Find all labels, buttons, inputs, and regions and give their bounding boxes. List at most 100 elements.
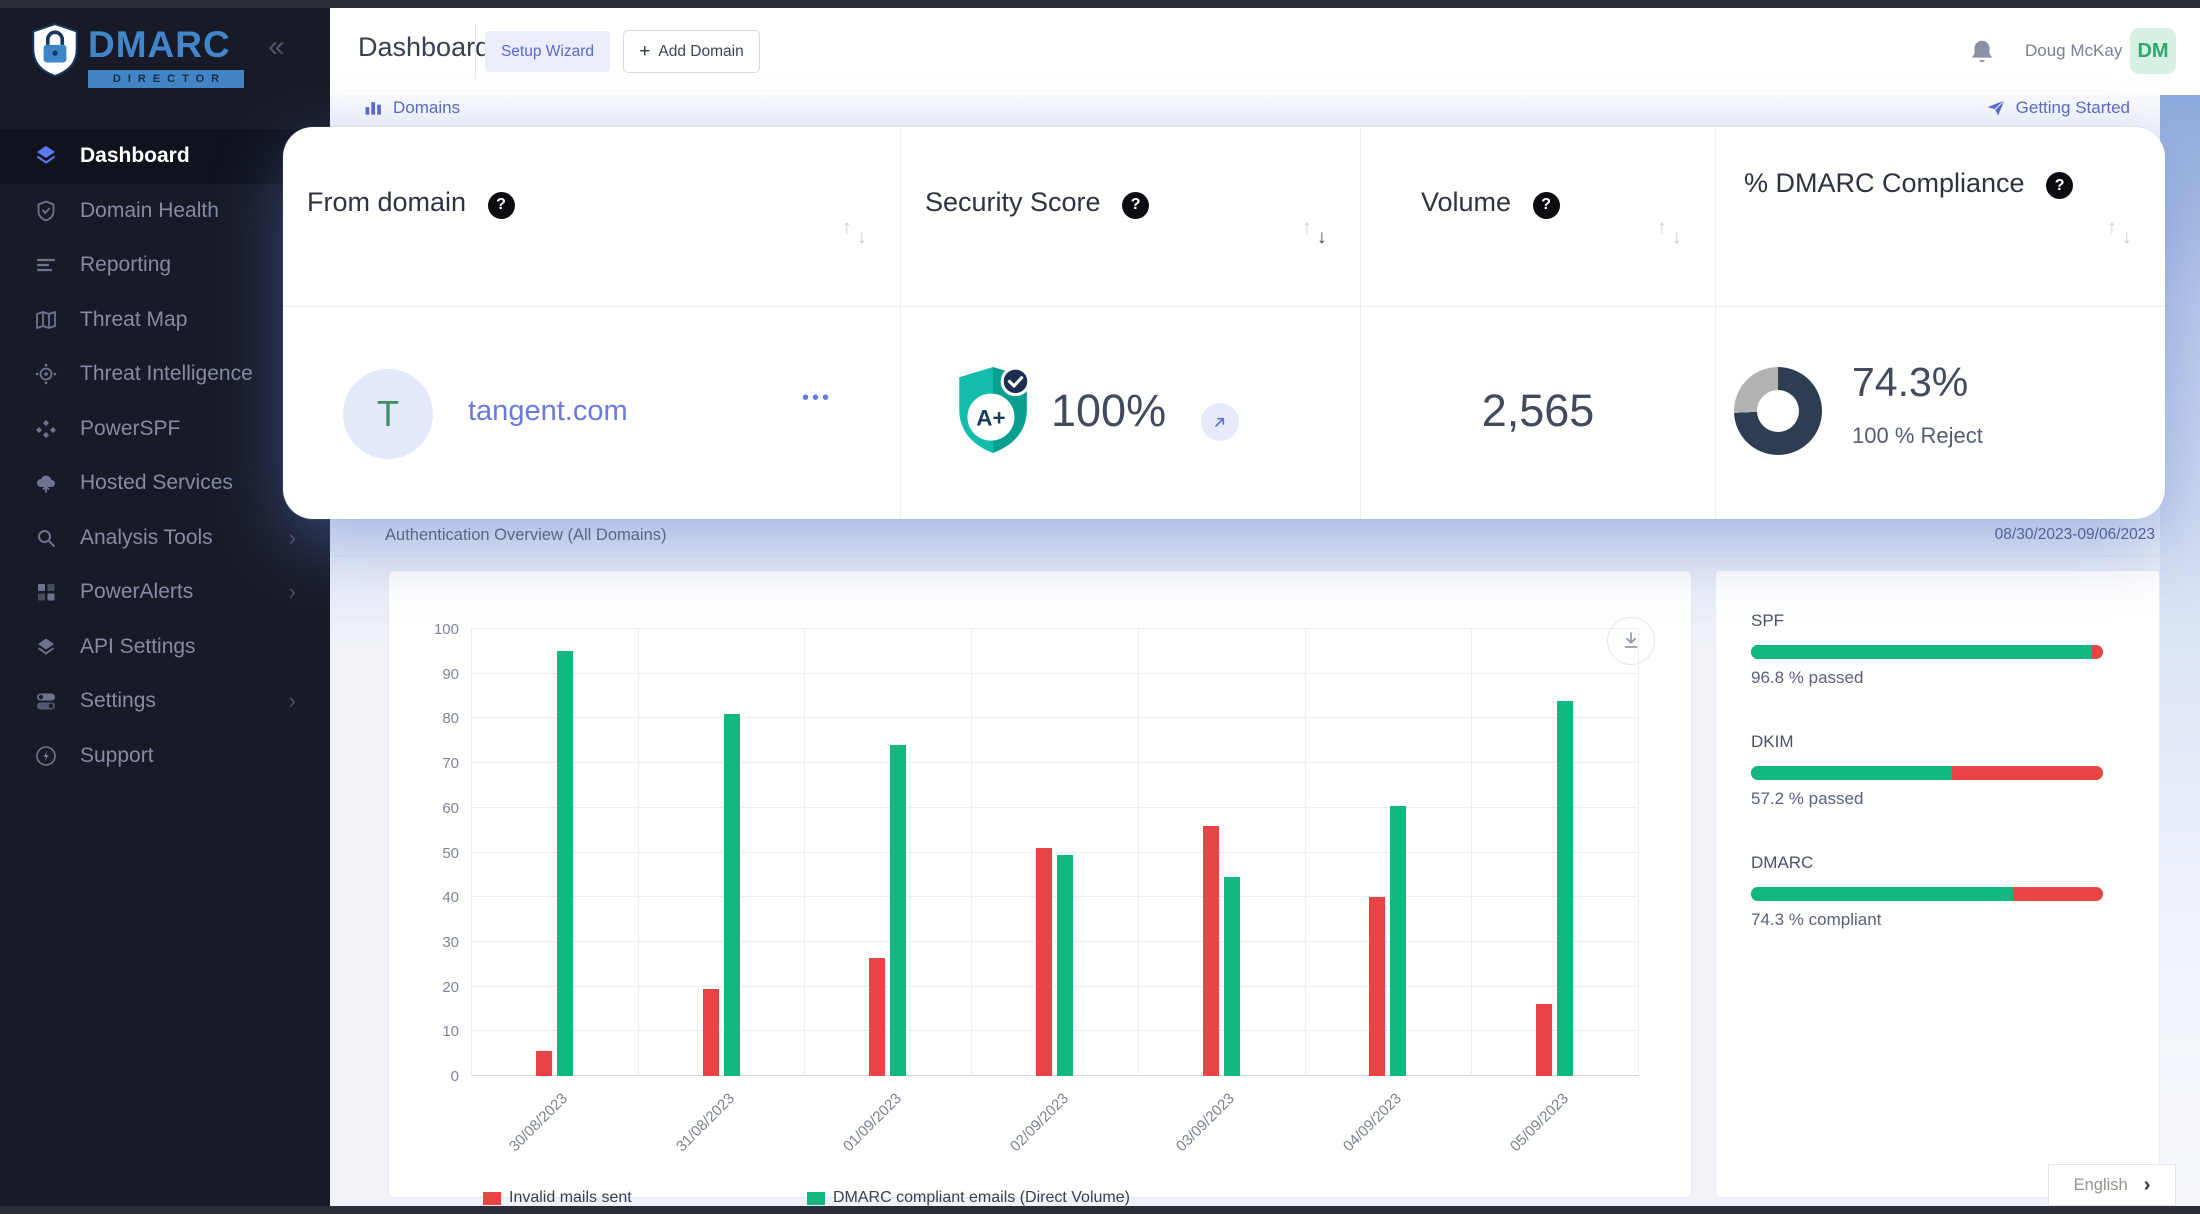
domains-label: Domains	[393, 98, 461, 117]
sort-icon-dmarc-compliance[interactable]: ↑ ↓	[2107, 217, 2132, 248]
security-score-value: 100%	[1051, 385, 1167, 436]
legend-label-compliant: DMARC compliant emails (Direct Volume)	[833, 1189, 1130, 1206]
help-icon[interactable]: ?	[1532, 191, 1560, 219]
overlay-glow-strip	[2160, 95, 2200, 1206]
table-row-volume-cell: 2,565	[1360, 307, 1715, 519]
column-header-security-score[interactable]: Security Score ? ↑ ↓	[900, 127, 1360, 307]
chevron-right-icon: ›	[288, 524, 296, 550]
from-domain-header-label: From domain	[307, 187, 467, 217]
sidebar-item-support[interactable]: Support	[0, 729, 330, 784]
auth-overview-date-range[interactable]: 08/30/2023-09/06/2023	[1994, 526, 2155, 543]
dkim-label: DKIM	[1751, 732, 1794, 751]
grid-icon	[34, 580, 58, 604]
y-axis-tick: 50	[442, 844, 459, 862]
auth-summary-panel: SPF 96.8 % passed DKIM 57.2 % passed DMA…	[1715, 570, 2160, 1198]
section-links-row: Domains Getting Started	[330, 98, 2160, 128]
sort-icon-security-score[interactable]: ↑ ↓	[1302, 217, 1327, 248]
x-axis-label: 03/09/2023	[1173, 1090, 1239, 1156]
x-axis-label: 05/09/2023	[1506, 1090, 1572, 1156]
getting-started-link[interactable]: Getting Started	[1986, 98, 2130, 118]
security-grade: A+	[976, 405, 1005, 430]
volume-value: 2,565	[1481, 385, 1595, 436]
spf-passed-text: 96.8 % passed	[1751, 668, 1864, 687]
chart-download-button[interactable]	[1607, 617, 1655, 665]
help-icon[interactable]: ?	[1122, 191, 1150, 219]
domain-avatar: T	[343, 369, 433, 459]
notifications-bell-icon[interactable]	[1967, 36, 1997, 68]
summary-item-dkim: DKIM 57.2 % passed	[1751, 732, 2103, 809]
paper-plane-icon	[1986, 98, 2006, 118]
help-icon[interactable]: ?	[2046, 172, 2074, 200]
add-domain-button[interactable]: + Add Domain	[623, 30, 760, 73]
security-grade-shield-icon: A+	[953, 365, 1033, 455]
legend-item-invalid: Invalid mails sent	[483, 1189, 632, 1207]
getting-started-label: Getting Started	[2015, 98, 2130, 117]
sidebar-item-reporting[interactable]: Reporting	[0, 238, 330, 293]
y-axis-tick: 80	[442, 710, 459, 728]
layers-icon	[34, 635, 58, 659]
column-header-dmarc-compliance[interactable]: % DMARC Compliance ? ↑ ↓	[1715, 127, 2165, 307]
dashboard-icon	[34, 144, 58, 168]
dmarc-compliant-text: 74.3 % compliant	[1751, 910, 1882, 929]
x-axis-label: 04/09/2023	[1339, 1090, 1405, 1156]
sidebar-item-api-settings[interactable]: API Settings	[0, 620, 330, 675]
report-lines-icon	[34, 253, 58, 277]
sidebar-item-analysis-tools[interactable]: Analysis Tools ›	[0, 511, 330, 566]
user-name[interactable]: Doug McKay	[2025, 41, 2123, 60]
topbar-divider	[475, 24, 476, 79]
sidebar-item-hosted-services[interactable]: Hosted Services	[0, 456, 330, 511]
auth-overview-title: Authentication Overview (All Domains)	[385, 526, 667, 544]
auth-overview-chart-card: 0 10 20 30 40 50 60 70 80 90 100 30/08/2023 31/08/20…	[388, 570, 1692, 1206]
row-actions-menu-icon[interactable]: •••	[801, 387, 832, 409]
domains-section-link[interactable]: Domains	[363, 98, 460, 118]
domain-link[interactable]: tangent.com	[468, 395, 628, 427]
security-score-header-label: Security Score	[925, 187, 1101, 217]
legend-swatch-red	[483, 1191, 501, 1205]
add-domain-label: Add Domain	[658, 42, 744, 60]
help-icon[interactable]: ?	[487, 191, 515, 219]
sidebar-item-threat-map[interactable]: Threat Map	[0, 293, 330, 348]
logo-subtitle: DIRECTOR	[88, 70, 244, 88]
language-label: English	[2073, 1175, 2128, 1194]
shield-check-icon	[34, 199, 58, 223]
y-axis-tick: 10	[442, 1023, 459, 1041]
language-selector[interactable]: English ›	[2048, 1164, 2176, 1206]
sidebar-item-threat-intelligence[interactable]: Threat Intelligence	[0, 347, 330, 402]
x-axis-label: 31/08/2023	[672, 1090, 739, 1156]
bar-chart-plot-area: 0 10 20 30 40 50 60 70 80 90 100 30/08/2023 31/08/20…	[434, 621, 1639, 1155]
sidebar-item-dashboard[interactable]: Dashboard	[0, 129, 330, 184]
spf-progress-bar	[1751, 645, 2103, 659]
y-axis-tick: 20	[442, 978, 459, 996]
dmarc-label: DMARC	[1751, 853, 1814, 872]
plus-icon: +	[639, 40, 651, 62]
toggles-icon	[34, 689, 58, 713]
compliance-percentage: 74.3%	[1852, 359, 1969, 405]
compliance-detail: 100 % Reject	[1852, 423, 1983, 448]
x-axis-label: 30/08/2023	[506, 1090, 572, 1156]
chevron-right-icon: ›	[288, 579, 296, 605]
setup-wizard-button[interactable]: Setup Wizard	[485, 31, 610, 72]
external-link-icon[interactable]	[1201, 403, 1239, 441]
sidebar-item-powerspf[interactable]: PowerSPF	[0, 402, 330, 457]
y-axis-tick: 100	[433, 621, 459, 638]
sidebar-item-domain-health[interactable]: Domain Health	[0, 184, 330, 239]
logo-title: DMARC	[88, 24, 231, 65]
sort-icon-from-domain[interactable]: ↑ ↓	[842, 217, 867, 248]
sort-icon-volume[interactable]: ↑ ↓	[1657, 217, 1682, 248]
sidebar-item-poweralerts[interactable]: PowerAlerts ›	[0, 565, 330, 620]
y-axis-tick: 30	[442, 933, 459, 951]
y-axis-tick: 90	[442, 665, 459, 683]
dmarc-progress-bar	[1751, 887, 2103, 901]
column-header-volume[interactable]: Volume ? ↑ ↓	[1360, 127, 1715, 307]
search-icon	[34, 526, 58, 550]
table-row-security-score-cell: A+ 100%	[900, 307, 1360, 519]
sidebar: DMARC DIRECTOR « Dashboard Domain Health	[0, 8, 330, 1206]
y-axis-tick: 70	[442, 755, 459, 773]
sidebar-menu: Dashboard Domain Health Reporting Threat…	[0, 129, 330, 783]
sidebar-item-settings[interactable]: Settings ›	[0, 674, 330, 729]
column-header-from-domain[interactable]: From domain ? ↑ ↓	[283, 127, 900, 307]
user-avatar[interactable]: DM	[2130, 28, 2176, 74]
legend-label-invalid: Invalid mails sent	[509, 1189, 632, 1206]
sidebar-collapse-icon[interactable]: «	[268, 30, 285, 63]
bolt-icon	[34, 744, 58, 768]
